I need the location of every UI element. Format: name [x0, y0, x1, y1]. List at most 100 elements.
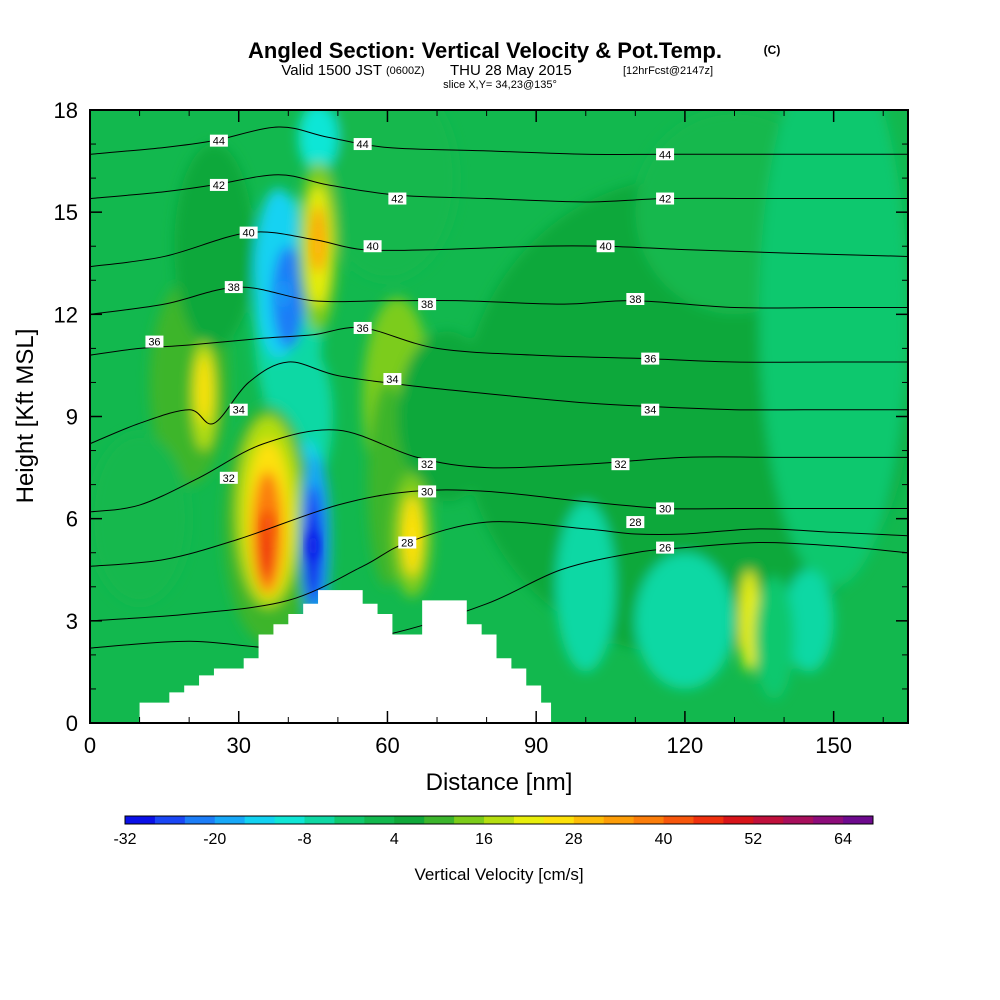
isentrope-label-bg [656, 541, 675, 554]
colorbar-swatch [513, 816, 545, 824]
isentrope-label-bg [656, 502, 675, 515]
isentrope-label-text: 40 [599, 241, 611, 253]
isentrope-label-text: 30 [421, 486, 433, 498]
isentrope-label: 38 [418, 298, 437, 311]
velocity-cell [635, 552, 735, 689]
isentrope-label-bg [209, 178, 228, 191]
isentrope-30 [90, 489, 908, 567]
colorbar-swatch [304, 816, 335, 824]
isentrope-label-bg [229, 403, 248, 416]
field-blobs [90, 110, 908, 700]
colorbar: -32 -20 -8 4 16 28 40 52 64 [113, 815, 874, 848]
isentrope-label-text: 42 [659, 194, 671, 206]
isentrope-label-text: 34 [233, 405, 245, 417]
colorbar-swatch [364, 816, 395, 824]
isentrope-label: 38 [626, 293, 645, 306]
colorbar-swatch [334, 816, 365, 824]
isentrope-label-text: 32 [223, 473, 235, 485]
isentrope-label-bg [224, 281, 243, 294]
colorbar-swatch [753, 816, 784, 824]
isentrope-label: 34 [641, 403, 660, 417]
isentrope-label-text: 38 [228, 282, 240, 294]
isentrope-label-text: 36 [357, 323, 369, 335]
isentrope-40 [90, 231, 908, 268]
y-tick-label: 15 [54, 200, 78, 225]
x-tick-label: 150 [815, 733, 852, 758]
isentrope-34 [90, 361, 908, 445]
isentrope-label: 44 [209, 134, 228, 148]
colorbar-swatch [783, 816, 814, 824]
isentrope-label-bg [363, 240, 382, 253]
colorbar-swatch [154, 816, 186, 824]
chart-title-unit: (C) [764, 43, 781, 57]
colorbar-swatch [543, 816, 575, 824]
colorbar-swatch [663, 816, 694, 824]
velocity-cell [759, 110, 908, 587]
isentrope-label-text: 44 [213, 136, 225, 148]
isentrope-label-bg [418, 485, 437, 498]
isentrope-label-bg [383, 373, 402, 386]
isentrope-label-text: 28 [401, 538, 413, 550]
isentrope-label-bg [596, 240, 615, 253]
isentrope-label-text: 36 [644, 354, 656, 366]
isentrope-label-text: 30 [659, 503, 671, 515]
y-axis-title: Height [Kft MSL] [12, 329, 39, 504]
isentrope-42 [90, 174, 908, 203]
isentrope-label: 28 [398, 536, 417, 550]
isentrope-label-bg [626, 516, 645, 529]
colorbar-swatch [484, 816, 515, 824]
colorbar-swatch [454, 816, 485, 824]
forecast-tag: [12hrFcst@2147z] [623, 65, 713, 77]
isentrope-label-text: 40 [243, 228, 255, 240]
velocity-feature [263, 511, 274, 540]
velocity-feature [278, 279, 289, 308]
isentrope-label-text: 40 [366, 241, 378, 253]
isentrope-label: 30 [656, 502, 675, 515]
isentrope-label-bg [388, 192, 407, 205]
terrain [139, 590, 552, 723]
colorbar-tick-label: 16 [475, 831, 493, 848]
chart-title: Angled Section: Vertical Velocity & Pot.… [248, 38, 722, 63]
colorbar-swatch [573, 816, 605, 824]
isentrope-label-text: 34 [644, 405, 656, 417]
colorbar-swatch [125, 816, 156, 824]
velocity-cell [272, 246, 305, 349]
isentrope-label: 32 [611, 458, 630, 471]
colorbar-tick-label: -8 [297, 831, 311, 848]
isentrope-label: 26 [656, 541, 675, 555]
colorbar-swatch [603, 816, 635, 824]
isentrope-label-text: 34 [386, 374, 398, 386]
velocity-cell [754, 576, 794, 700]
isentrope-label-text: 38 [421, 299, 433, 311]
x-axis-title: Distance [nm] [426, 769, 573, 796]
y-tick-label: 12 [54, 302, 78, 327]
velocity-cell [739, 569, 760, 672]
isentrope-contours [90, 126, 908, 649]
colorbar-swatch [274, 816, 306, 824]
colorbar-tick-label: 64 [834, 831, 852, 848]
isentrope-label: 38 [224, 281, 243, 294]
velocity-cell [784, 569, 834, 672]
isentrope-label: 42 [388, 192, 407, 206]
colorbar-swatch [214, 816, 246, 824]
colorbar-swatch [813, 816, 844, 824]
isentrope-label: 36 [145, 335, 164, 349]
isentrope-label-text: 32 [421, 459, 433, 471]
x-tick-label: 120 [667, 733, 704, 758]
x-tick-label: 30 [226, 733, 250, 758]
colorbar-swatch [723, 816, 754, 824]
colorbar-tick-label: 4 [390, 831, 399, 848]
isentrope-label: 32 [219, 471, 238, 485]
terrain-mask [139, 590, 552, 723]
isentrope-label-bg [209, 134, 228, 147]
velocity-cell [556, 501, 616, 672]
isentrope-label: 44 [656, 148, 675, 161]
isentrope-44 [90, 126, 908, 156]
colorbar-swatch [693, 816, 724, 824]
y-tick-label: 3 [66, 609, 78, 634]
colorbar-tick-label: -20 [203, 831, 226, 848]
velocity-feature [308, 531, 319, 560]
isentrope-label: 42 [656, 192, 675, 206]
slice-info: slice X,Y= 34,23@135° [443, 79, 557, 91]
